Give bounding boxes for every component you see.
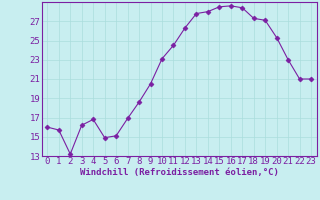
X-axis label: Windchill (Refroidissement éolien,°C): Windchill (Refroidissement éolien,°C) <box>80 168 279 177</box>
